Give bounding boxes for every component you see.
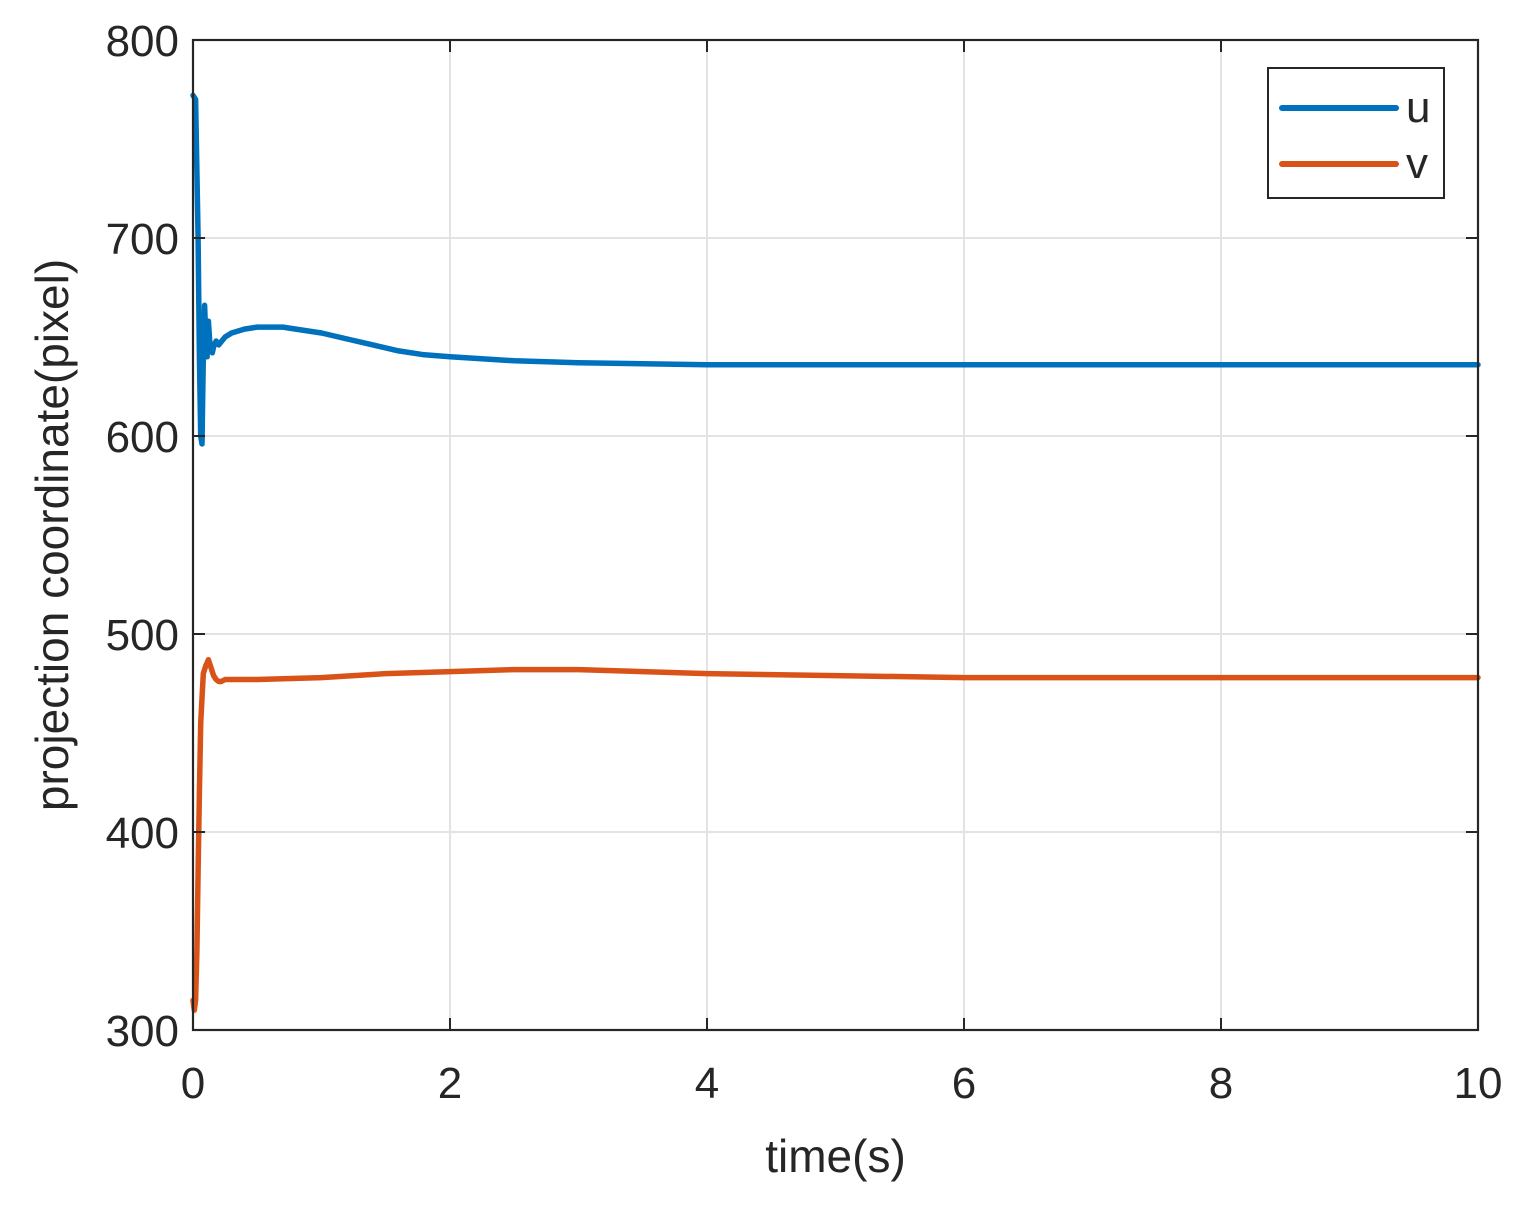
plot-area (193, 40, 1478, 1030)
y-axis-label: projection coordinate(pixel) (26, 259, 78, 811)
data-series (190, 92, 1481, 1013)
x-tick-label: 2 (438, 1059, 462, 1108)
legend-label-v: v (1406, 139, 1428, 188)
series-line-v (190, 656, 1481, 1013)
axis-ticks: 0 2 4 6 8 10 300 400 500 600 700 800 (106, 17, 1503, 1108)
y-tick-label: 700 (106, 215, 179, 264)
x-tick-label: 6 (952, 1059, 976, 1108)
x-tick-label: 8 (1209, 1059, 1233, 1108)
plot-frame (191, 38, 1480, 1032)
x-tick-label: 0 (181, 1059, 205, 1108)
legend-box (1267, 67, 1445, 199)
legend: u v (1267, 67, 1445, 199)
series-line-u (190, 92, 1481, 447)
y-tick-label: 600 (106, 413, 179, 462)
x-tick-label: 10 (1454, 1059, 1503, 1108)
y-tick-label: 400 (106, 809, 179, 858)
grid-lines (193, 40, 1478, 1030)
x-tick-label: 4 (695, 1059, 719, 1108)
x-axis-label: time(s) (765, 1130, 906, 1182)
y-tick-label: 300 (106, 1007, 179, 1056)
y-tick-label: 500 (106, 611, 179, 660)
y-tick-label: 800 (106, 17, 179, 66)
legend-label-u: u (1406, 83, 1430, 132)
